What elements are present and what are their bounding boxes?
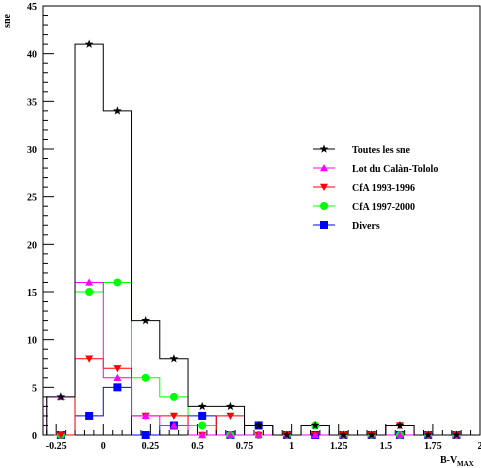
x-tick-label: 1.75 (424, 441, 442, 452)
x-axis-title-subscript: MAX (457, 460, 474, 468)
data-point (311, 431, 320, 439)
data-point (226, 401, 235, 411)
data-point (85, 355, 94, 363)
y-tick-label: 35 (27, 97, 37, 108)
x-tick-label: -0.25 (46, 441, 67, 452)
x-tick-label: 2 (478, 441, 481, 452)
data-point (85, 411, 94, 420)
legend-label: CfA 1997-2000 (352, 202, 415, 213)
y-tick-label: 15 (27, 288, 37, 299)
data-point (113, 365, 122, 373)
data-point (85, 288, 94, 296)
data-point (84, 39, 94, 48)
data-point (198, 431, 207, 439)
data-point (254, 420, 264, 430)
data-point (85, 278, 94, 286)
legend-marker (320, 164, 328, 172)
axes: -0.25 0 0.25 0.5 0.75 1 1.25 1.5 1.75 20510152025… (27, 2, 481, 452)
data-point (310, 420, 320, 430)
data-point (113, 383, 122, 392)
y-tick-label: 40 (27, 50, 37, 61)
y-tick-label: 20 (27, 240, 37, 251)
y-tick-label: 30 (27, 145, 37, 156)
y-tick-label: 10 (27, 336, 37, 347)
data-point (56, 431, 65, 439)
data-point (141, 431, 150, 439)
x-tick-label: 0 (101, 441, 106, 452)
data-point (169, 354, 179, 363)
data-point (56, 392, 66, 401)
plot-frame (42, 5, 481, 436)
data-point (423, 430, 433, 439)
data-point (226, 431, 235, 439)
data-point (113, 278, 122, 287)
x-tick-label: 0.25 (142, 441, 160, 452)
x-tick-label: 1.25 (330, 441, 348, 452)
data-point (339, 430, 348, 439)
data-point (254, 431, 263, 439)
legend-label: Divers (352, 221, 380, 232)
x-tick-label: 1 (289, 441, 294, 452)
legend-marker (320, 183, 328, 191)
y-tick-label: 5 (32, 383, 37, 394)
data-point (169, 421, 178, 429)
data-point (113, 106, 122, 115)
histogram-markers (56, 39, 461, 439)
y-tick-label: 45 (27, 2, 37, 13)
x-axis-title: B-V (440, 455, 458, 466)
y-tick-label: 25 (27, 193, 37, 204)
legend-marker (320, 221, 328, 229)
histogram-bars (46, 43, 471, 436)
legend-label: CfA 1993-1996 (352, 183, 415, 194)
x-tick-label: 0.5 (191, 441, 204, 452)
data-point (141, 373, 150, 382)
legend-marker (319, 144, 329, 153)
legend: Toutes les sne Lot du Calàn-Tololo CfA 199… (313, 144, 438, 232)
x-tick-label: 1.5 (380, 441, 393, 452)
data-point (282, 430, 292, 439)
series-outline-0 (46, 43, 471, 436)
series-outline-1 (46, 281, 471, 436)
data-point (169, 412, 178, 420)
y-axis-title: sne (2, 13, 13, 27)
data-point (198, 421, 207, 430)
y-tick-label: 0 (32, 431, 37, 442)
data-point (367, 430, 377, 439)
data-point (395, 420, 405, 430)
data-point (226, 412, 235, 420)
series-outline-3 (46, 281, 471, 436)
legend-label: Toutes les sne (352, 145, 411, 156)
data-point (141, 316, 151, 325)
legend-label: Lot du Calàn-Tololo (352, 164, 438, 175)
data-point (141, 411, 150, 420)
data-point (197, 401, 207, 411)
data-point (395, 431, 404, 439)
data-point (113, 373, 122, 381)
x-tick-label: 0.75 (236, 441, 254, 452)
data-point (452, 430, 461, 439)
data-point (198, 411, 207, 420)
legend-marker (320, 202, 328, 210)
data-point (169, 392, 178, 401)
